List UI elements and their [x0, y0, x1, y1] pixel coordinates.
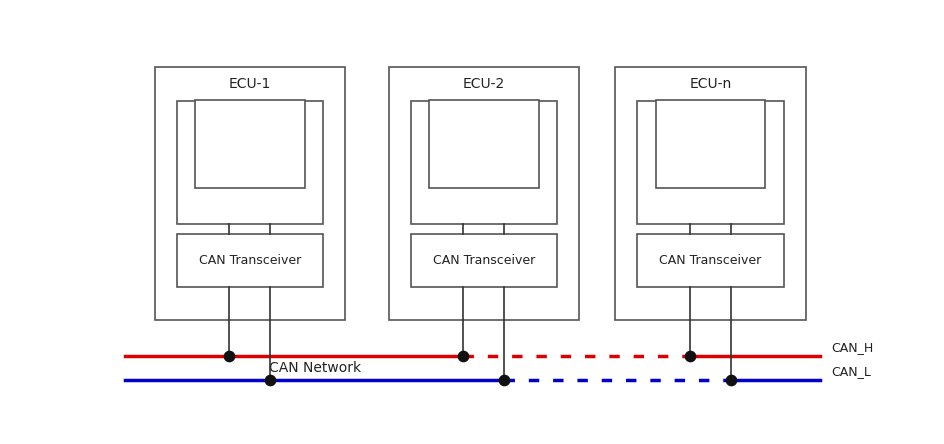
Point — [723, 376, 738, 383]
Bar — [656, 100, 766, 188]
Text: CAN Network: CAN Network — [269, 361, 362, 375]
Text: CAN Transceiver: CAN Transceiver — [198, 254, 301, 267]
Text: CAN Transceiver: CAN Transceiver — [432, 254, 535, 267]
Point — [222, 352, 237, 359]
Bar — [637, 101, 784, 224]
Text: ECU-n: ECU-n — [689, 77, 732, 91]
Point — [262, 376, 278, 383]
Text: Microcontroller: Microcontroller — [664, 105, 757, 118]
Point — [456, 352, 471, 359]
Bar — [411, 101, 557, 224]
Text: Logic: Logic — [696, 148, 725, 158]
Text: Microcontroller: Microcontroller — [203, 105, 296, 118]
Text: ECU-1: ECU-1 — [228, 77, 271, 91]
Bar — [155, 67, 345, 320]
Text: Logic: Logic — [235, 148, 264, 158]
Text: CAN Control: CAN Control — [216, 131, 283, 141]
Bar — [177, 101, 323, 224]
Text: Microcontroller: Microcontroller — [437, 105, 531, 118]
Text: CAN Control: CAN Control — [450, 131, 517, 141]
Text: CAN Control: CAN Control — [677, 131, 745, 141]
Text: Logic: Logic — [469, 148, 498, 158]
Bar — [615, 67, 806, 320]
Text: CAN_L: CAN_L — [832, 365, 871, 378]
Bar — [389, 67, 579, 320]
Point — [683, 352, 698, 359]
Bar — [177, 234, 323, 287]
Text: CAN_H: CAN_H — [832, 341, 873, 354]
Text: CAN Transceiver: CAN Transceiver — [660, 254, 762, 267]
Bar — [637, 234, 784, 287]
Text: ECU-2: ECU-2 — [463, 77, 505, 91]
Bar — [411, 234, 557, 287]
Point — [497, 376, 512, 383]
Bar — [429, 100, 539, 188]
Bar — [194, 100, 305, 188]
